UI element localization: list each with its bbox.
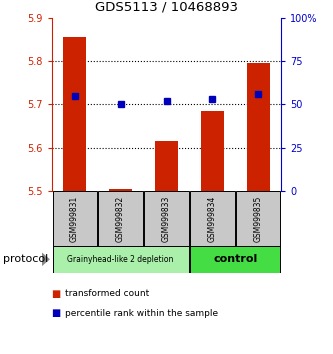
Text: GSM999835: GSM999835 (254, 195, 263, 242)
Text: GSM999832: GSM999832 (116, 195, 125, 242)
Polygon shape (42, 252, 50, 266)
Text: ■: ■ (52, 289, 61, 299)
Bar (53, 246, 188, 273)
Text: GSM999833: GSM999833 (162, 195, 171, 242)
Text: GSM999834: GSM999834 (208, 195, 217, 242)
Title: GDS5113 / 10468893: GDS5113 / 10468893 (95, 1, 238, 14)
Text: protocol: protocol (3, 254, 49, 264)
Text: transformed count: transformed count (65, 289, 149, 298)
Bar (236, 191, 280, 246)
Bar (145, 191, 188, 246)
Bar (190, 191, 234, 246)
Text: ■: ■ (52, 308, 61, 318)
Text: Grainyhead-like 2 depletion: Grainyhead-like 2 depletion (67, 255, 174, 264)
Bar (201, 111, 224, 191)
Bar (53, 191, 97, 246)
Bar (109, 189, 132, 191)
Text: control: control (213, 254, 257, 264)
Bar (247, 63, 270, 191)
Bar (155, 141, 178, 191)
Text: percentile rank within the sample: percentile rank within the sample (65, 309, 218, 318)
Bar (99, 191, 143, 246)
Bar (190, 246, 280, 273)
Bar (63, 37, 86, 191)
Text: GSM999831: GSM999831 (70, 195, 79, 242)
